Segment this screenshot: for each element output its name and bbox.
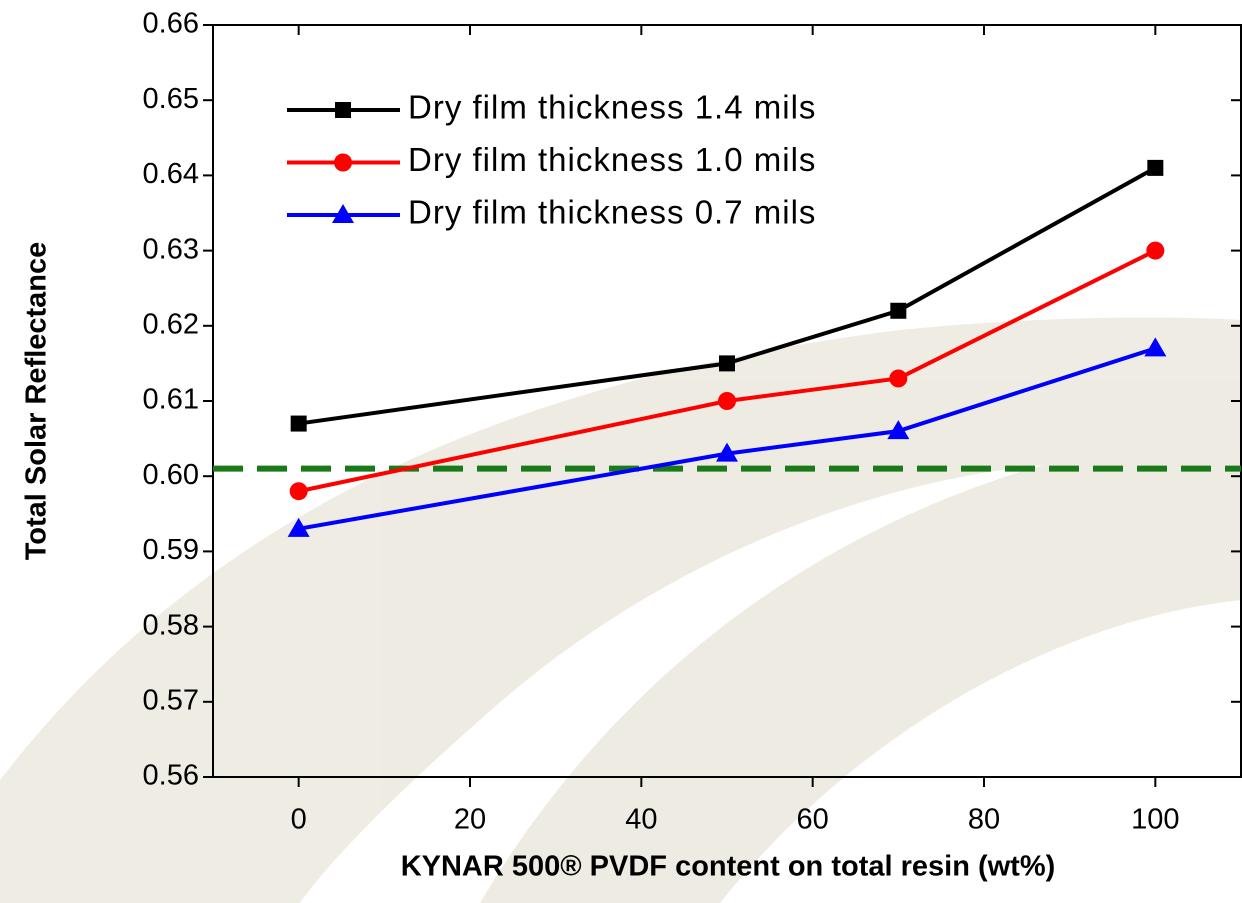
y-tick-label: 0.61 xyxy=(143,384,199,416)
x-tick-label: 100 xyxy=(1131,804,1179,836)
legend-label: Dry film thickness 1.0 mils xyxy=(408,141,816,178)
y-tick-label: 0.57 xyxy=(143,684,199,716)
y-tick-label: 0.63 xyxy=(143,233,199,265)
legend-label: Dry film thickness 0.7 mils xyxy=(408,194,816,231)
marker xyxy=(887,420,910,440)
y-axis-title: Total Solar Reflectance xyxy=(21,242,53,561)
marker xyxy=(1146,241,1165,260)
x-tick-label: 0 xyxy=(291,804,307,836)
legend-label: Dry film thickness 1.4 mils xyxy=(408,89,816,126)
y-tick-label: 0.65 xyxy=(143,83,199,115)
x-tick-label: 80 xyxy=(968,804,1000,836)
marker xyxy=(1147,159,1164,176)
marker xyxy=(716,442,738,462)
marker xyxy=(719,355,735,372)
series-line xyxy=(298,248,1157,494)
y-tick-label: 0.60 xyxy=(143,459,199,491)
marker xyxy=(889,369,908,388)
x-axis-title: KYNAR 500® PVDF content on total resin (… xyxy=(401,851,1056,883)
marker xyxy=(290,415,307,432)
marker xyxy=(890,302,907,319)
y-tick-label: 0.58 xyxy=(143,609,199,641)
x-tick-label: 40 xyxy=(625,804,657,836)
y-tick-label: 0.64 xyxy=(143,158,199,190)
x-tick-label: 60 xyxy=(797,804,829,836)
marker xyxy=(334,153,352,172)
series-line xyxy=(298,166,1157,426)
marker xyxy=(332,204,354,223)
y-tick-label: 0.66 xyxy=(143,8,199,40)
background-watermark xyxy=(0,317,1242,903)
series-line xyxy=(298,346,1156,531)
x-tick-label: 20 xyxy=(454,804,486,836)
marker xyxy=(335,102,351,118)
y-tick-label: 0.59 xyxy=(143,534,199,566)
marker xyxy=(718,392,736,410)
marker xyxy=(289,482,308,501)
marker xyxy=(1144,337,1167,357)
y-tick-label: 0.56 xyxy=(143,760,199,792)
y-tick-label: 0.62 xyxy=(143,308,199,340)
marker xyxy=(287,517,310,537)
